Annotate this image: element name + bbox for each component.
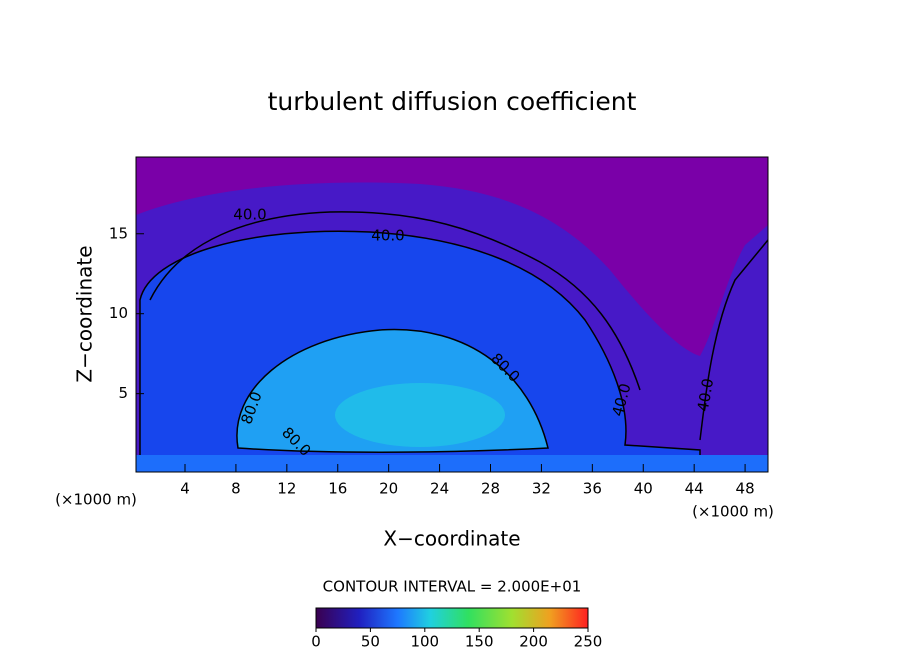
y-tick-label: 10	[109, 304, 128, 322]
colorbar	[315, 607, 589, 629]
field: 40.040.040.0 40.080.080.080.0	[136, 157, 768, 472]
contour-line	[149, 211, 641, 391]
x-tick-label: 40	[634, 480, 653, 498]
x-tick-label: 24	[430, 480, 449, 498]
x-axis-label: X−coordinate	[383, 527, 520, 551]
x-tick-label: 36	[583, 480, 602, 498]
contour-label: 40.0	[233, 206, 266, 224]
x-tick-label: 28	[481, 480, 500, 498]
x-unit-label: (×1000 m)	[692, 503, 774, 521]
x-tick-label: 4	[180, 480, 190, 498]
y-tick-label: 5	[118, 384, 128, 402]
contour-interval: CONTOUR INTERVAL = 2.000E+01	[323, 578, 582, 596]
y-axis-label: Z−coordinate	[73, 245, 97, 382]
x-tick-label: 20	[379, 480, 398, 498]
contour-label: 40.0	[371, 227, 404, 245]
contour-label: 40.0	[694, 377, 718, 413]
colorbar-tick-label: 150	[465, 633, 494, 651]
plot-frame	[135, 156, 769, 473]
x-tick-label: 44	[685, 480, 704, 498]
contour-line	[699, 239, 768, 441]
x-tick-label: 16	[328, 480, 347, 498]
x-tick-label: 8	[231, 480, 241, 498]
colorbar-tick-label: 50	[361, 633, 380, 651]
x-tick-label: 12	[277, 480, 296, 498]
x-unit-label: (×1000 m)	[55, 491, 137, 509]
chart-title: turbulent diffusion coefficient	[268, 87, 637, 116]
x-tick-label: 32	[532, 480, 551, 498]
colorbar-tick-label: 200	[519, 633, 548, 651]
colorbar-tick-label: 250	[574, 633, 603, 651]
x-tick-label: 48	[736, 480, 755, 498]
field-bottom	[136, 455, 768, 472]
field-core	[335, 383, 505, 447]
y-tick-label: 15	[109, 224, 128, 242]
colorbar-tick-label: 0	[311, 633, 321, 651]
colorbar-tick-label: 100	[410, 633, 439, 651]
